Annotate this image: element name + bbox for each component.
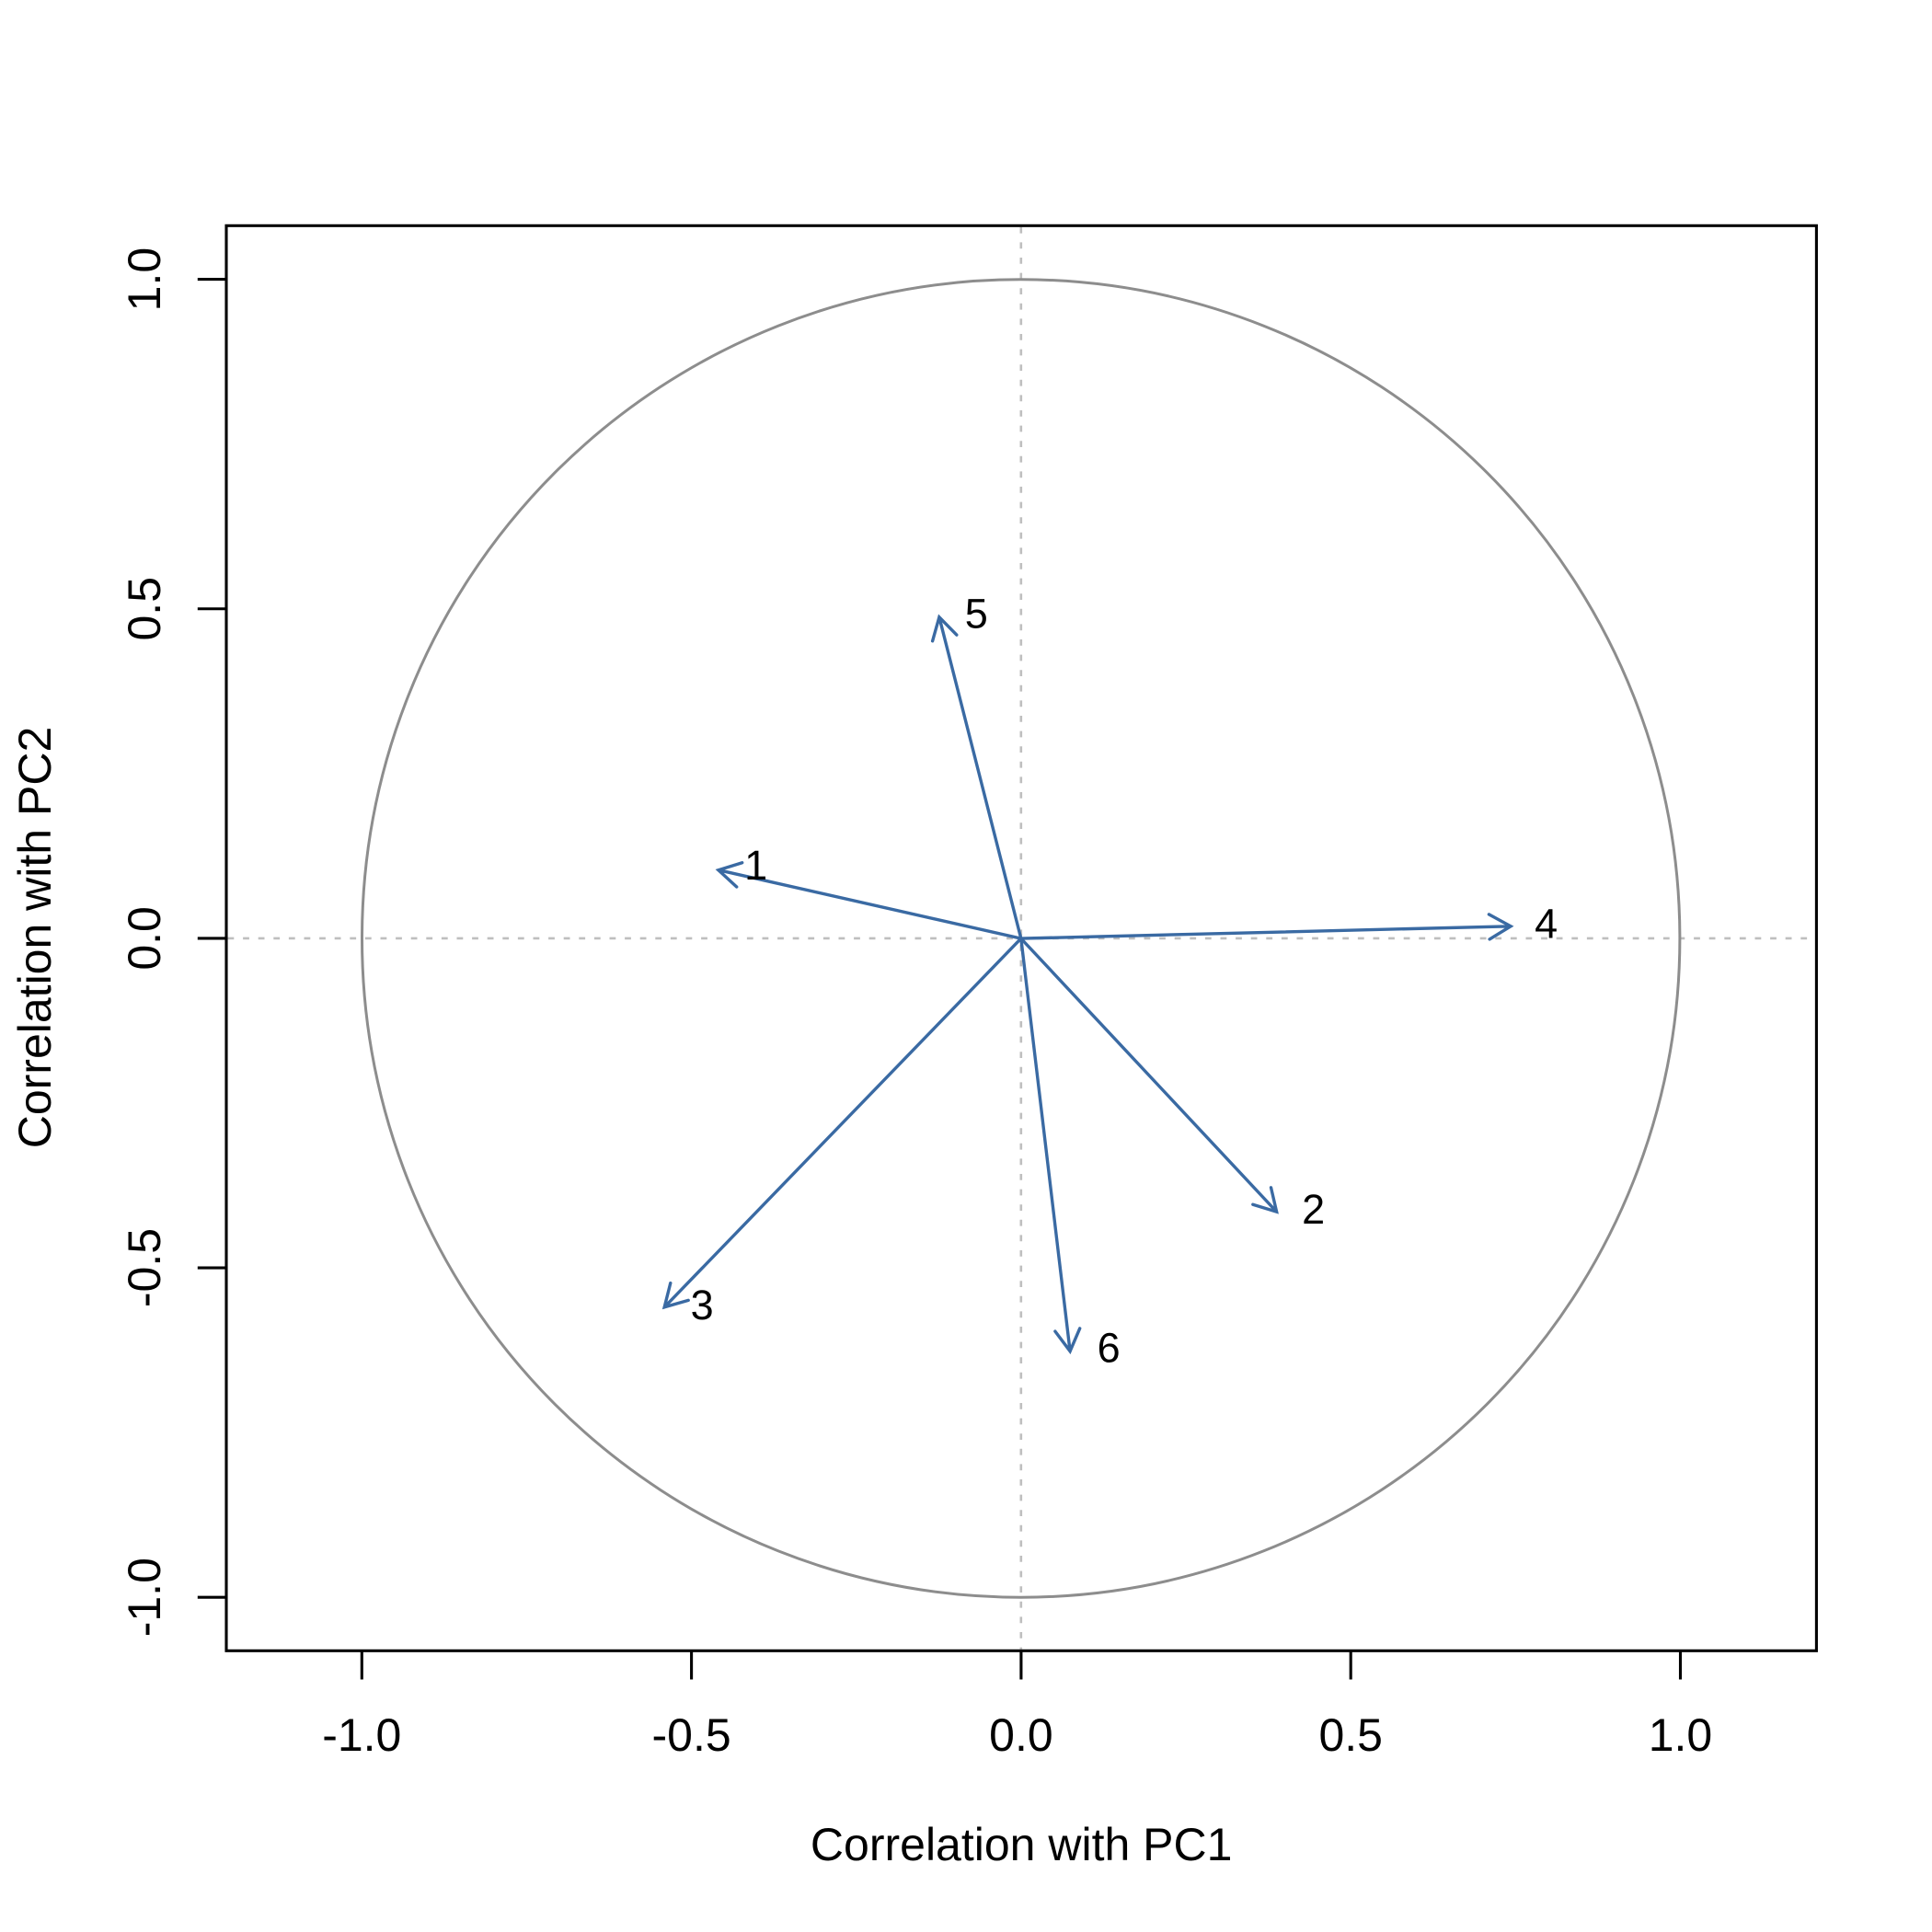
svg-text:0.0: 0.0 — [989, 1709, 1053, 1761]
svg-text:-0.5: -0.5 — [652, 1709, 731, 1761]
svg-text:6: 6 — [1098, 1325, 1121, 1372]
svg-text:-0.5: -0.5 — [119, 1228, 170, 1307]
svg-text:0.0: 0.0 — [119, 906, 170, 971]
svg-text:1: 1 — [744, 842, 767, 889]
svg-text:1.0: 1.0 — [1649, 1709, 1713, 1761]
svg-text:4: 4 — [1535, 901, 1558, 948]
svg-text:0.5: 0.5 — [119, 577, 170, 641]
svg-text:-1.0: -1.0 — [119, 1558, 170, 1637]
svg-text:Correlation with PC2: Correlation with PC2 — [9, 727, 61, 1149]
svg-text:3: 3 — [691, 1282, 714, 1328]
svg-text:-1.0: -1.0 — [322, 1709, 401, 1761]
svg-text:Correlation with PC1: Correlation with PC1 — [811, 1819, 1233, 1870]
svg-text:1.0: 1.0 — [119, 247, 170, 312]
svg-text:2: 2 — [1302, 1186, 1325, 1233]
svg-text:5: 5 — [965, 590, 988, 637]
svg-text:0.5: 0.5 — [1318, 1709, 1383, 1761]
